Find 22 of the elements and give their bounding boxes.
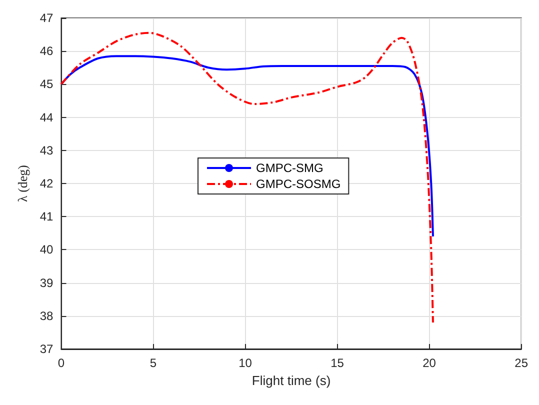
y-tick-label: 47: [40, 11, 54, 25]
x-axis-title: Flight time (s): [252, 372, 331, 388]
y-tick-label: 44: [40, 110, 54, 124]
y-tick-label: 43: [40, 143, 54, 158]
x-tick-label: 25: [514, 356, 528, 370]
x-tick-label: 20: [422, 356, 436, 370]
y-tick-label: 45: [40, 77, 54, 92]
y-tick-label: 37: [40, 342, 54, 356]
y-tick-label: 41: [40, 210, 54, 224]
legend-label: GMPC-SOSMG: [256, 177, 341, 191]
y-tick-label: 38: [40, 308, 54, 323]
line-series: [60, 32, 434, 324]
y-tick-label: 46: [40, 44, 54, 58]
y-tick-label: 42: [40, 176, 54, 190]
y-tick-label: 39: [40, 276, 54, 290]
y-tick-label: 40: [40, 242, 54, 257]
x-tick-label: 15: [330, 356, 344, 370]
x-tick-label: 0: [58, 356, 65, 370]
y-axis-title: λ (deg): [15, 165, 30, 202]
x-tick-label: 5: [150, 356, 157, 370]
x-tick-label: 10: [238, 356, 252, 370]
legend-label: GMPC-SMG: [256, 161, 324, 175]
